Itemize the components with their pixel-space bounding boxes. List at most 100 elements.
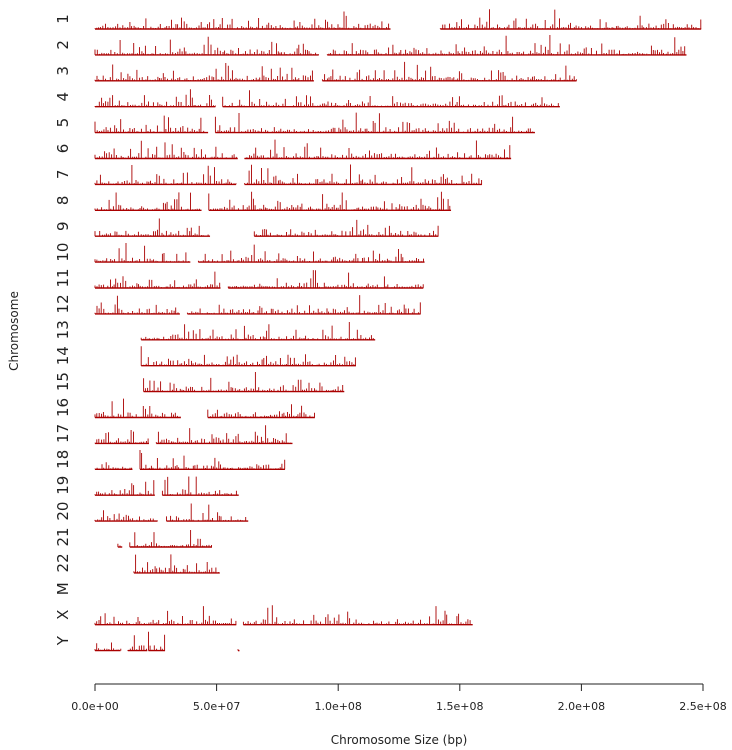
density-spikes-9-2 — [253, 219, 439, 237]
density-spikes-3-1 — [94, 63, 313, 81]
x-tick-label-3: 1.0e+08 — [314, 700, 361, 713]
density-spikes-20-2 — [166, 503, 247, 522]
chromosome-track-X — [94, 605, 473, 626]
chromosome-label-5: 5 — [54, 118, 72, 128]
density-spikes-17-1 — [94, 430, 149, 444]
chromosome-label-12: 12 — [54, 294, 72, 313]
chromosome-track-22 — [133, 554, 220, 574]
density-spikes-14-1 — [140, 346, 356, 366]
chromosome-track-6 — [94, 139, 512, 160]
chromosome-label-4: 4 — [54, 92, 72, 102]
chromosome-track-3 — [94, 61, 577, 82]
chromosome-track-2 — [94, 35, 687, 56]
x-tick-label-2: 5.0e+07 — [193, 700, 240, 713]
chromosome-track-17 — [94, 425, 293, 445]
chromosome-track-1 — [94, 9, 702, 30]
chromosome-label-13: 13 — [54, 320, 72, 339]
chromosome-track-9 — [94, 218, 439, 237]
chromosome-label-19: 19 — [54, 476, 72, 495]
chromosome-track-21 — [117, 530, 212, 548]
chromosome-label-21: 21 — [54, 527, 72, 546]
chromosome-label-8: 8 — [54, 196, 72, 206]
chromosome-tracks — [94, 9, 702, 652]
density-spikes-Y-3 — [127, 635, 147, 651]
density-spikes-8-2 — [208, 191, 451, 211]
density-spikes-1-2 — [439, 9, 702, 29]
x-tick-label-4: 1.5e+08 — [436, 700, 483, 713]
chromosome-label-10: 10 — [54, 243, 72, 262]
x-tick-label-1: 0.0e+00 — [71, 700, 118, 713]
chromosome-label-11: 11 — [54, 268, 72, 287]
chromosome-label-3: 3 — [54, 66, 72, 76]
density-spikes-2-2 — [326, 35, 686, 55]
chromosome-track-12 — [94, 295, 421, 315]
chromosome-label-Y: Y — [54, 635, 72, 646]
density-spikes-15-1 — [143, 372, 344, 392]
chromosome-track-10 — [94, 243, 425, 263]
chromosome-track-20 — [94, 503, 249, 522]
density-spikes-X-2 — [242, 605, 473, 625]
density-spikes-Y-4 — [148, 631, 166, 651]
x-axis-title: Chromosome Size (bp) — [331, 733, 468, 747]
density-spikes-18-1 — [94, 462, 133, 470]
chromosome-label-22: 22 — [54, 553, 72, 572]
density-spikes-17-2 — [155, 425, 291, 444]
density-spikes-12-2 — [186, 295, 421, 314]
density-spikes-20-1 — [94, 510, 158, 522]
density-spikes-X-1 — [94, 606, 237, 625]
chromosome-track-16 — [94, 398, 315, 419]
density-spikes-7-2 — [244, 164, 483, 185]
chromosome-label-16: 16 — [54, 398, 72, 417]
chromosome-label-18: 18 — [54, 450, 72, 469]
chromosome-label-20: 20 — [54, 502, 72, 521]
chromosome-label-6: 6 — [54, 144, 72, 154]
chromosome-label-17: 17 — [54, 424, 72, 443]
density-spikes-8-1 — [94, 192, 200, 211]
x-axis: 0.0e+00 5.0e+07 1.0e+08 1.5e+08 2.0e+08 2.5e+… — [71, 683, 727, 713]
chromosome-track-18 — [94, 450, 286, 470]
x-tick-label-6: 2.5e+08 — [679, 700, 726, 713]
density-spikes-19-1 — [94, 480, 155, 496]
chromosome-label-14: 14 — [54, 346, 72, 365]
density-spikes-6-1 — [94, 140, 237, 159]
chromosome-label-X: X — [54, 610, 72, 620]
density-spikes-Y-1 — [94, 642, 119, 651]
chromosome-label-M: M — [54, 582, 72, 595]
chromosome-label-9: 9 — [54, 221, 72, 231]
chromosome-track-4 — [94, 89, 560, 108]
density-spikes-10-2 — [197, 244, 424, 263]
density-spikes-5-2 — [214, 112, 534, 133]
x-tick-label-5: 2.0e+08 — [558, 700, 605, 713]
density-spikes-11-2 — [227, 270, 424, 288]
density-spikes-5-1 — [94, 115, 207, 133]
chromosome-track-7 — [94, 164, 483, 186]
chromosome-track-13 — [140, 322, 376, 341]
density-spikes-22-1 — [133, 554, 219, 573]
chromosome-track-Y — [94, 631, 240, 652]
chromosome-label-2: 2 — [54, 40, 72, 50]
density-spikes-4-1 — [94, 89, 216, 107]
chromosome-track-8 — [94, 191, 452, 212]
chromosome-track-14 — [140, 346, 356, 367]
y-axis-title: Chromosome — [7, 291, 21, 371]
chromosome-label-15: 15 — [54, 372, 72, 391]
chromosome-track-5 — [94, 112, 535, 134]
chromosome-label-1: 1 — [54, 14, 72, 24]
density-spikes-9-1 — [94, 218, 209, 237]
density-spikes-1-1 — [94, 11, 390, 29]
chromosome-track-11 — [94, 270, 424, 289]
chromosome-label-7: 7 — [54, 170, 72, 180]
density-spikes-2-1 — [94, 36, 319, 55]
density-spikes-6-2 — [244, 139, 511, 159]
density-spikes-21-1 — [117, 543, 121, 547]
density-spikes-19-2 — [161, 476, 237, 496]
chromosome-track-15 — [143, 372, 345, 393]
chromosome-track-19 — [94, 476, 239, 496]
density-spikes-13-1 — [140, 322, 374, 340]
density-spikes-4-2 — [222, 90, 559, 107]
density-spikes-10-1 — [94, 243, 190, 263]
density-spikes-7-1 — [94, 165, 237, 185]
density-spikes-3-2 — [321, 61, 577, 81]
